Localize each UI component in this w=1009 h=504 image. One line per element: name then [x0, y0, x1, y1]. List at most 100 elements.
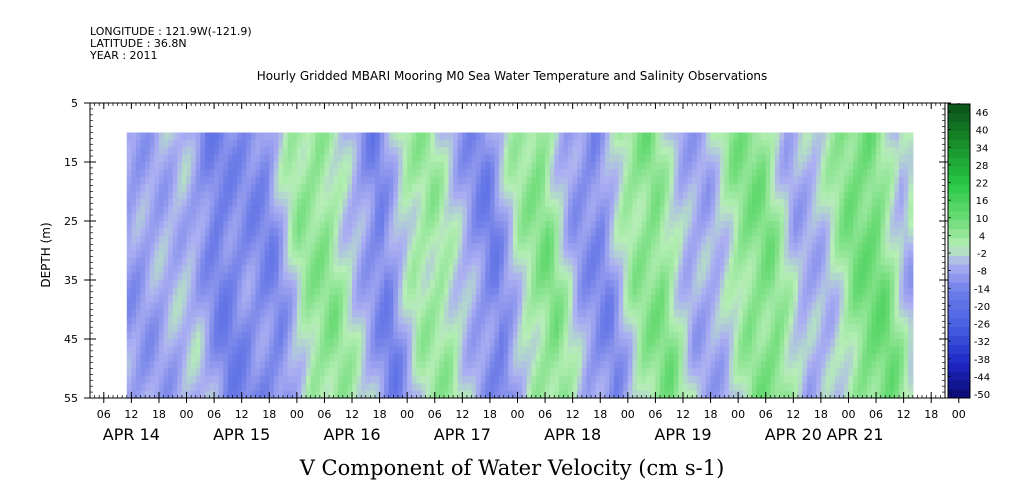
heatmap-cell	[443, 265, 450, 274]
heatmap-cell	[296, 383, 303, 392]
heatmap-cell	[388, 302, 394, 311]
heatmap-cell	[705, 213, 712, 222]
heatmap-cell	[747, 272, 753, 281]
heatmap-cell	[191, 294, 197, 303]
heatmap-cell	[687, 162, 693, 170]
heatmap-cell	[443, 213, 450, 222]
heatmap-cell	[393, 272, 399, 281]
heatmap-cell	[402, 154, 408, 163]
heatmap-cell	[503, 257, 509, 266]
heatmap-cell	[329, 265, 335, 274]
heatmap-cell	[333, 221, 339, 229]
heatmap-cell	[549, 361, 555, 370]
heatmap-cell	[388, 147, 394, 156]
heatmap-cell	[480, 154, 486, 163]
heatmap-cell	[315, 339, 321, 347]
heatmap-cell	[191, 162, 197, 170]
heatmap-cell	[315, 361, 321, 370]
heatmap-cell	[531, 132, 537, 141]
heatmap-cell	[430, 265, 436, 274]
heatmap-cell	[411, 198, 417, 207]
heatmap-cell	[439, 375, 445, 384]
heatmap-cell	[402, 375, 408, 384]
heatmap-cell	[329, 302, 335, 311]
heatmap-cell	[701, 331, 707, 340]
heatmap-cell	[733, 213, 739, 222]
heatmap-cell	[623, 191, 629, 200]
heatmap-cell	[641, 139, 647, 148]
heatmap-cell	[191, 361, 197, 370]
heatmap-cell	[724, 383, 730, 392]
heatmap-cell	[687, 353, 693, 362]
heatmap-cell	[742, 324, 748, 333]
heatmap-cell	[430, 309, 436, 318]
heatmap-cell	[641, 162, 647, 170]
heatmap-cell	[531, 361, 537, 370]
heatmap-cell	[177, 154, 183, 163]
heatmap-cell	[145, 213, 151, 222]
heatmap-cell	[499, 361, 505, 370]
heatmap-cell	[195, 206, 201, 215]
heatmap-cell	[618, 191, 624, 200]
heatmap-cell	[678, 280, 684, 288]
heatmap-cell	[416, 221, 422, 229]
heatmap-cell	[333, 375, 339, 384]
heatmap-cell	[751, 316, 758, 325]
heatmap-cell	[568, 375, 574, 384]
heatmap-cell	[724, 331, 730, 340]
heatmap-cell	[655, 250, 661, 259]
heatmap-cell	[517, 198, 523, 207]
heatmap-cell	[701, 309, 707, 318]
heatmap-cell	[416, 191, 422, 200]
heatmap-cell	[572, 132, 578, 141]
heatmap-cell	[329, 235, 335, 244]
heatmap-cell	[591, 198, 597, 207]
heatmap-cell	[614, 309, 620, 318]
heatmap-cell	[632, 154, 638, 163]
heatmap-cell	[733, 272, 739, 281]
heatmap-cell	[604, 272, 611, 281]
heatmap-cell	[540, 302, 546, 311]
heatmap-cell	[227, 206, 234, 215]
heatmap-cell	[168, 139, 174, 148]
heatmap-cell	[420, 191, 427, 200]
heatmap-cell	[600, 287, 606, 296]
heatmap-cell	[283, 250, 289, 259]
heatmap-cell	[255, 147, 261, 156]
heatmap-cell	[724, 147, 730, 156]
heatmap-cell	[310, 176, 316, 185]
heatmap-cell	[480, 294, 486, 303]
heatmap-cell	[673, 213, 679, 222]
heatmap-cell	[154, 147, 160, 156]
heatmap-cell	[407, 221, 413, 229]
heatmap-cell	[678, 243, 684, 252]
heatmap-cell	[554, 198, 560, 207]
heatmap-cell	[375, 176, 381, 185]
heatmap-cell	[384, 228, 390, 237]
heatmap-cell	[260, 294, 266, 303]
heatmap-cell	[177, 250, 183, 259]
heatmap-cell	[627, 235, 634, 244]
heatmap-cell	[416, 265, 422, 274]
heatmap-cell	[705, 132, 712, 141]
heatmap-cell	[600, 346, 606, 355]
heatmap-cell	[747, 176, 753, 185]
heatmap-cell	[241, 346, 247, 355]
heatmap-cell	[650, 250, 657, 259]
heatmap-cell	[200, 375, 206, 384]
heatmap-cell	[485, 139, 491, 148]
heatmap-cell	[218, 331, 224, 340]
heatmap-cell	[535, 176, 542, 185]
heatmap-cell	[604, 346, 611, 355]
heatmap-cell	[273, 280, 280, 288]
heatmap-cell	[664, 184, 670, 193]
heatmap-cell	[457, 235, 463, 244]
heatmap-cell	[278, 191, 284, 200]
heatmap-cell	[347, 250, 353, 259]
heatmap-cell	[545, 139, 551, 148]
heatmap-cell	[287, 176, 293, 185]
heatmap-cell	[149, 375, 155, 384]
heatmap-cell	[131, 265, 137, 274]
heatmap-cell	[489, 309, 496, 318]
heatmap-cell	[375, 361, 381, 370]
